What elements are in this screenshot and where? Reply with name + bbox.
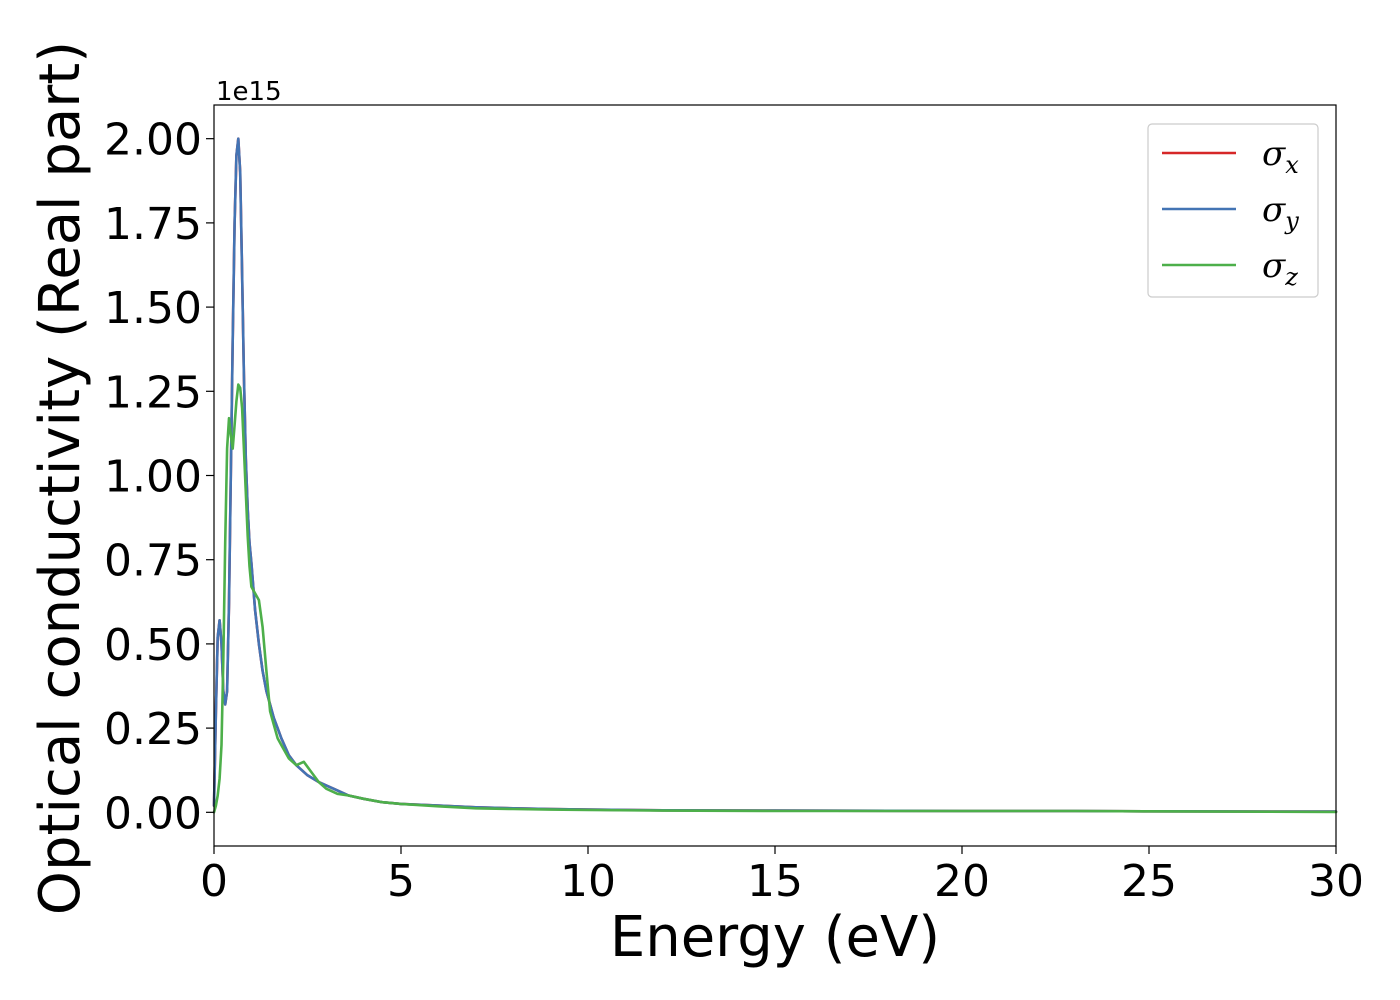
y-axis: 0.00 0.25 0.50 0.75 1.00 1.25 1.50 1.75 2.00 (104, 115, 214, 839)
legend-subscript: z (1284, 263, 1298, 291)
legend-symbol: σ (1262, 134, 1286, 174)
legend-symbol: σ (1262, 190, 1286, 230)
x-tick-label: 15 (747, 856, 803, 907)
x-tick-label: 20 (934, 856, 990, 907)
legend-subscript: y (1284, 207, 1299, 235)
y-tick-label: 0.75 (104, 536, 202, 587)
legend-symbol: σ (1262, 246, 1286, 286)
legend-label-y: σy (1262, 190, 1299, 235)
x-tick-label: 5 (387, 856, 415, 907)
legend-frame (1147, 123, 1319, 298)
y-tick-label: 2.00 (104, 115, 202, 166)
y-tick-label: 0.00 (104, 788, 202, 839)
y-tick-label: 1.00 (104, 452, 202, 503)
x-tick-label: 10 (560, 856, 616, 907)
series-line-z (212, 383, 1338, 814)
x-tick-label: 30 (1308, 856, 1364, 907)
y-axis-label: Optical conductivity (Real part) (28, 41, 93, 915)
legend-label-x: σx (1262, 134, 1299, 179)
y-tick-label: 1.75 (104, 199, 202, 250)
y-tick-label: 1.50 (104, 283, 202, 334)
y-offset-label: 1e15 (216, 77, 282, 107)
legend-label-z: σz (1262, 246, 1298, 291)
x-axis-label: Energy (eV) (610, 905, 940, 970)
y-tick-label: 0.50 (104, 620, 202, 671)
legend-subscript: x (1285, 151, 1299, 179)
x-tick-label: 25 (1121, 856, 1177, 907)
y-tick-label: 1.25 (104, 367, 202, 418)
series-layer (212, 137, 1338, 814)
x-axis: 0 5 10 15 20 25 30 (200, 846, 1364, 907)
y-tick-label: 0.25 (104, 704, 202, 755)
x-tick-label: 0 (200, 856, 228, 907)
